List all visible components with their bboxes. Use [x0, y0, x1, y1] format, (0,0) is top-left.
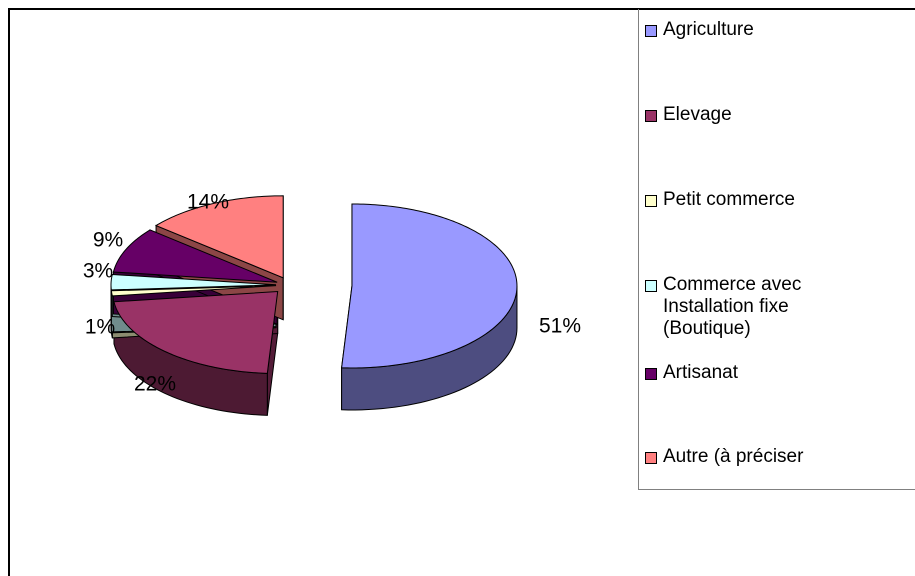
data-label: 14%	[187, 191, 229, 214]
data-label: 22%	[134, 373, 176, 396]
legend-entry: Commerce avec Installation fixe (Boutiqu…	[645, 274, 913, 340]
legend: Agriculture Elevage Petit commerce Commerce…	[638, 9, 915, 490]
legend-label: Autre (à préciser	[663, 446, 804, 467]
legend-entry: Petit commerce	[645, 189, 913, 211]
data-label: 9%	[93, 229, 123, 252]
legend-swatch	[645, 368, 657, 380]
slice	[113, 290, 279, 374]
legend-label: Artisanat	[663, 362, 738, 383]
slice	[112, 229, 278, 283]
legend-entry: Artisanat	[645, 362, 913, 384]
slice	[341, 203, 518, 369]
slice	[110, 285, 277, 297]
legend-swatch	[645, 280, 657, 292]
chart: 51% 22% 1% 3% 9% 14%	[83, 191, 581, 416]
legend-swatch	[645, 195, 657, 207]
data-label: 51%	[539, 315, 581, 338]
chart-frame	[8, 8, 915, 576]
legend-label: Petit commerce	[663, 189, 795, 210]
legend-label: Commerce avec Installation fixe (Boutiqu…	[663, 274, 802, 339]
legend-swatch	[645, 110, 657, 122]
legend-entry: Agriculture	[645, 19, 913, 41]
legend-swatch	[645, 452, 657, 464]
legend-swatch	[645, 25, 657, 37]
slice	[154, 195, 284, 279]
legend-label: Agriculture	[663, 19, 754, 40]
slice-tops	[110, 195, 518, 374]
legend-entry: Autre (à préciser	[645, 446, 913, 468]
legend-entry: Elevage	[645, 104, 913, 126]
legend-label: Elevage	[663, 104, 732, 125]
slice	[110, 273, 277, 291]
data-label: 1%	[85, 316, 115, 339]
data-label: 3%	[83, 260, 113, 283]
